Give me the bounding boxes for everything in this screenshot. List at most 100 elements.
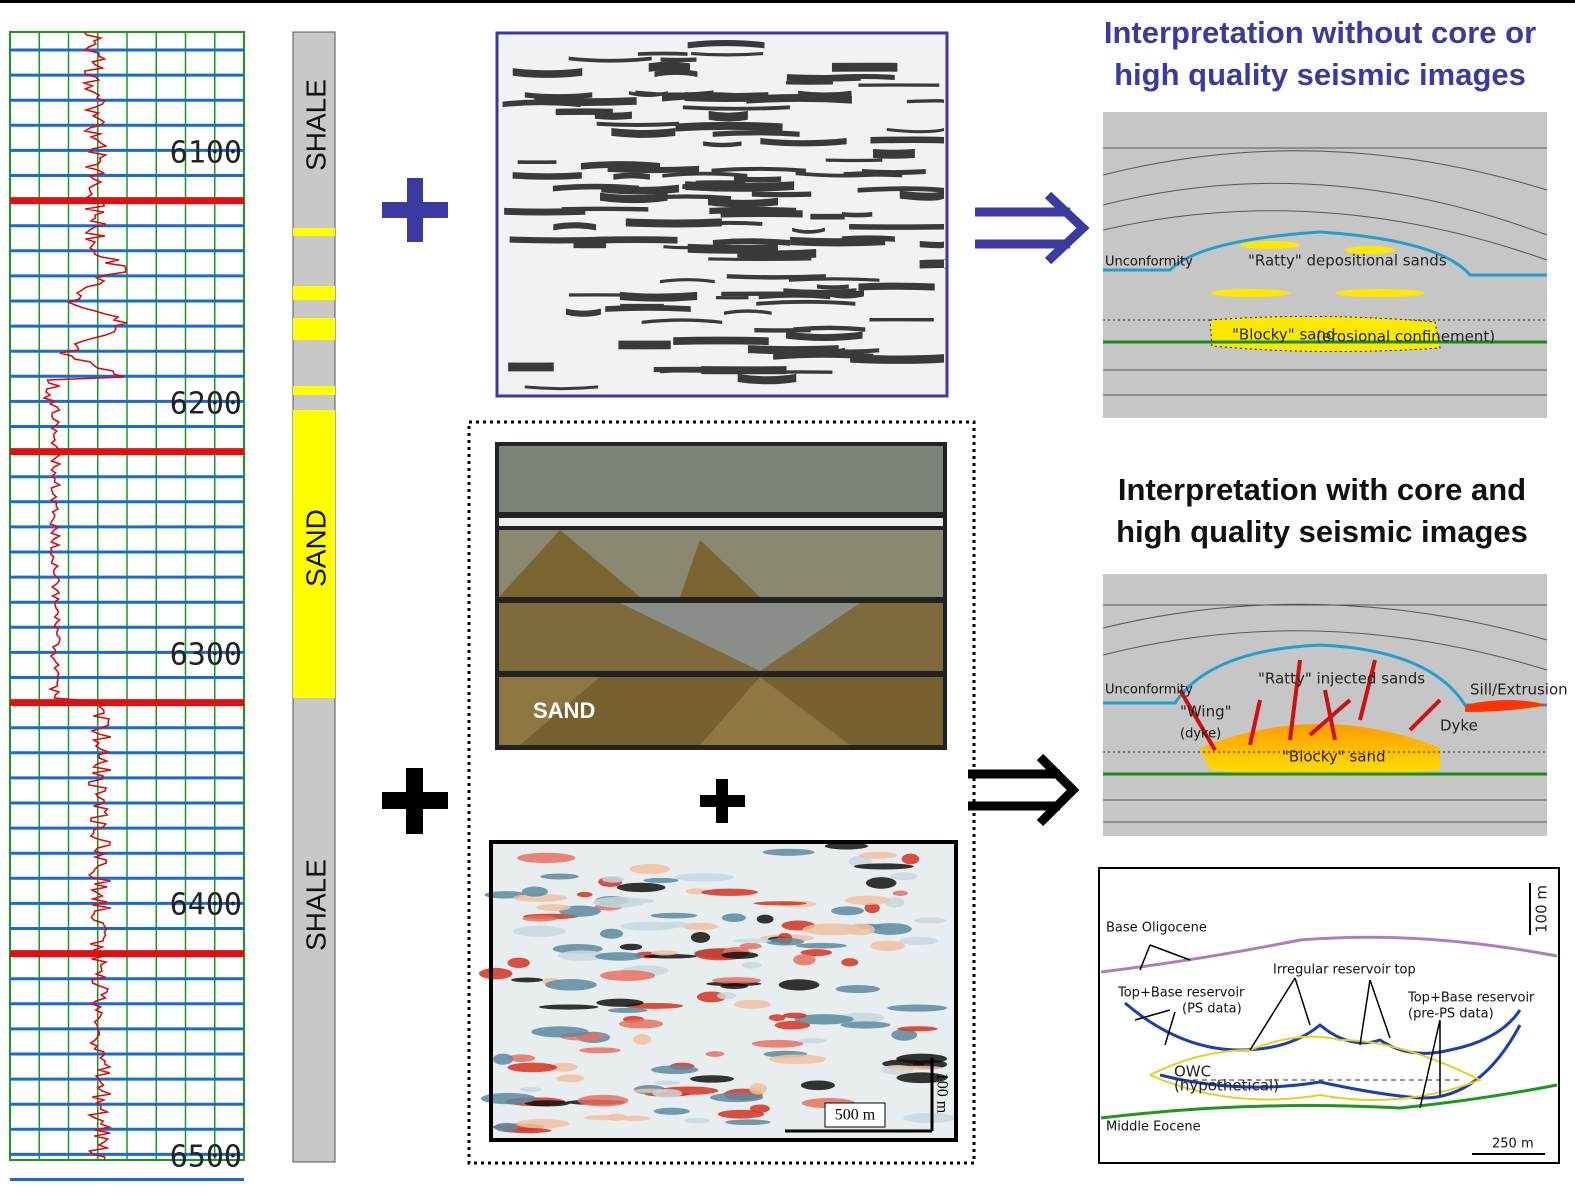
seismic-reflector xyxy=(903,1113,955,1123)
seismic-reflector xyxy=(742,962,762,969)
seismic-reflector xyxy=(734,1000,771,1009)
seismic-reflector xyxy=(520,1087,542,1092)
seismic-reflector xyxy=(493,1054,513,1065)
diagram-label: "Ratty" depositional sands xyxy=(1248,252,1447,270)
seismic-reflector xyxy=(859,852,897,859)
seismic-reflector xyxy=(673,337,769,345)
seismic-reflector xyxy=(620,944,642,951)
seismic-reflector xyxy=(717,992,736,999)
diagram-label: Unconformity xyxy=(1105,255,1193,270)
seismic-reflector xyxy=(661,58,697,63)
seismic-reflector xyxy=(718,1110,764,1119)
seismic-reflector xyxy=(507,1063,557,1073)
seismic-reflector xyxy=(801,1080,835,1090)
diagram-label: (dyke) xyxy=(1180,727,1221,742)
seismic-reflector xyxy=(841,958,858,966)
seismic-reflector xyxy=(763,849,815,856)
diagram-label: Top+Base reservoir xyxy=(1407,991,1535,1006)
seismic-reflector xyxy=(779,979,820,990)
seismic-reflector xyxy=(899,937,938,945)
seismic-reflector xyxy=(556,1074,584,1082)
seismic-reflector xyxy=(712,977,761,984)
seismic-reflector xyxy=(722,913,746,922)
diagram-label: Top+Base reservoir xyxy=(1117,986,1245,1001)
seismic-reflector xyxy=(858,83,939,87)
seismic-reflector xyxy=(479,968,512,979)
seismic-reflector xyxy=(752,1040,804,1048)
seismic-reflector xyxy=(600,929,623,939)
seismic-reflector xyxy=(652,1089,682,1098)
title: Interpretation without core or xyxy=(1104,15,1536,50)
seismic-reflector xyxy=(513,926,566,937)
diagram-label: 100 m xyxy=(1533,885,1551,933)
seismic-reflector xyxy=(654,367,731,372)
seismic-reflector xyxy=(866,877,896,889)
seismic-reflector xyxy=(902,854,920,865)
seismic-reflector xyxy=(522,887,548,897)
seismic-reflector xyxy=(494,1123,518,1132)
seismic-reflector xyxy=(870,941,905,951)
well-log xyxy=(10,32,244,1180)
seismic-reflector xyxy=(507,958,529,968)
seismic-reflector xyxy=(868,923,911,935)
seismic-reflector xyxy=(608,1008,648,1013)
seismic-reflector xyxy=(596,999,643,1007)
diagram-label: (pre-PS data) xyxy=(1408,1007,1494,1022)
diagram-label: (PS data) xyxy=(1182,1002,1242,1017)
seismic-reflector xyxy=(716,296,749,299)
seismic-reflector xyxy=(578,1095,629,1107)
seismic-reflector xyxy=(620,1116,651,1121)
seismic-reflector xyxy=(749,1083,767,1094)
diagram-label: Irregular reservoir top xyxy=(1273,963,1416,978)
depth-label: 6400 xyxy=(170,888,242,923)
seismic-reflector xyxy=(531,1026,588,1037)
seismic-reflector xyxy=(757,915,774,924)
seismic-reflector xyxy=(617,883,665,892)
seismic-reflector xyxy=(511,978,543,983)
seismic-reflector xyxy=(522,916,557,922)
seismic-reflector xyxy=(752,192,811,198)
seismic-reflector xyxy=(796,943,847,949)
interpretation-with-diagram xyxy=(1103,574,1547,836)
seismic-reflector xyxy=(737,249,816,259)
seismic-reflector xyxy=(651,1065,699,1074)
seismic-reflector xyxy=(504,208,585,216)
seismic-reflector xyxy=(508,363,554,372)
seismic-reflector xyxy=(691,932,710,943)
seismic-reflector xyxy=(914,917,946,923)
seismic-reflector xyxy=(873,149,915,159)
seismic-reflector xyxy=(643,878,678,883)
seismic-reflector xyxy=(536,904,571,911)
seismic-reflector xyxy=(690,1075,734,1082)
seismic-reflector xyxy=(720,983,748,989)
seismic-reflector xyxy=(701,889,758,896)
seismic-reflector xyxy=(826,158,882,162)
seismic-reflector xyxy=(725,1119,771,1125)
seismic-reflector xyxy=(769,1055,827,1065)
title: high quality seismic images xyxy=(1114,57,1526,92)
seismic-reflector xyxy=(831,906,864,915)
diagram-label: Middle Eocene xyxy=(1106,1120,1201,1135)
color-seismic-image xyxy=(479,842,956,1140)
diagram-label: "Ratty" injected sands xyxy=(1258,670,1425,688)
diagram-label: (hypothetical) xyxy=(1174,1077,1279,1095)
seismic-reflector xyxy=(710,1093,763,1102)
seismic-reflector xyxy=(854,863,914,869)
seismic-reflector xyxy=(890,872,917,880)
diagram-label: Sill/Extrusion xyxy=(1470,681,1568,699)
depth-label: 6200 xyxy=(170,387,242,422)
seismic-reflector xyxy=(584,1115,620,1120)
seismic-reflector xyxy=(832,63,897,72)
seismic-reflector xyxy=(844,171,903,177)
seismic-reflector xyxy=(783,1013,807,1019)
seismic-reflector xyxy=(595,952,644,961)
diagram-label: (erosional confinement) xyxy=(1316,328,1495,346)
seismic-reflector xyxy=(569,293,623,296)
lithology-column xyxy=(293,32,335,1162)
seismic-reflector xyxy=(870,136,944,143)
seismic-reflector xyxy=(798,1038,827,1043)
seismic-reflector xyxy=(849,224,944,230)
depth-label: 6300 xyxy=(170,638,242,673)
diagram-label: Unconformity xyxy=(1105,683,1193,698)
scale-label: 100 m xyxy=(933,1073,950,1114)
